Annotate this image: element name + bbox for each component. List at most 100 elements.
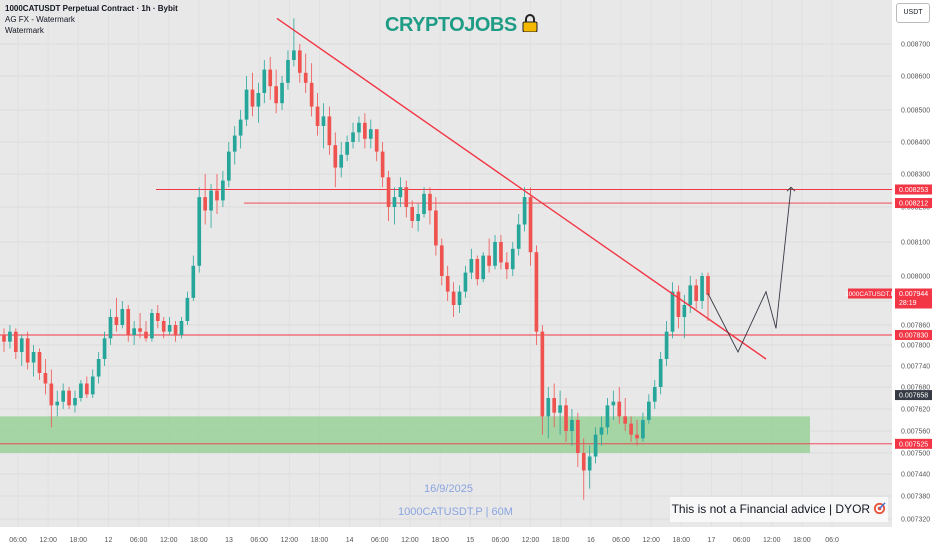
y-tick-label: 0.008700 (901, 42, 930, 49)
price-label-text: 0.007658 (899, 393, 928, 400)
candle-body (451, 291, 456, 305)
candle-body (179, 321, 184, 335)
candle-body (49, 383, 54, 406)
price-label-text: 0.008253 (899, 187, 928, 194)
candle-body (629, 423, 633, 435)
candle-body (292, 50, 296, 60)
candle-body (534, 252, 539, 332)
candle-body (564, 405, 568, 431)
candle-body (552, 398, 557, 413)
candle-body (487, 255, 491, 266)
candle-body (132, 328, 136, 335)
candle-body (522, 197, 527, 225)
candle-body (558, 405, 562, 413)
price-label-text: 0.007830 (899, 333, 928, 340)
x-tick-label: 18:00 (311, 537, 329, 544)
price-label (895, 288, 932, 309)
candle-body (61, 390, 65, 402)
x-tick-label: 06:00 (492, 537, 510, 544)
brand-watermark: CRYPTOJOBS (385, 14, 538, 37)
candle-body (13, 331, 18, 352)
price-label (895, 390, 932, 401)
candle-body (345, 142, 349, 155)
candle-body (102, 338, 107, 359)
candle-body (576, 420, 580, 453)
y-tick-label: 0.007680 (901, 385, 930, 392)
candle-body (31, 352, 36, 363)
candle-body (386, 177, 391, 207)
candle-body (280, 82, 284, 104)
candle-body (185, 297, 190, 321)
candle-body (617, 401, 622, 417)
x-tick-label: 18:00 (70, 537, 88, 544)
price-label (895, 198, 932, 209)
candle-body (623, 416, 628, 424)
candle-body (203, 197, 207, 211)
trendline[interactable] (276, 17, 767, 360)
candle-body (315, 106, 320, 126)
candle-body (700, 276, 704, 301)
price-label (895, 438, 932, 449)
y-tick-label: 0.007620 (901, 407, 930, 414)
candle-body (587, 456, 592, 471)
x-tick-label: 18:00 (431, 537, 449, 544)
x-tick-label: 17 (708, 537, 716, 544)
candle-body (197, 197, 202, 266)
y-tick-label: 0.008100 (901, 240, 930, 247)
y-tick-label: 0.008400 (901, 140, 930, 147)
candle-body (144, 331, 148, 339)
candle-body (652, 387, 657, 402)
y-tick-label: 0.008300 (901, 172, 930, 179)
x-tick-label: 12:00 (401, 537, 419, 544)
disclaimer-banner: This is not a Financial advice | DYOR (670, 497, 888, 522)
candle-body (191, 265, 196, 298)
projection-arrowhead (786, 186, 796, 192)
candle-body (120, 309, 125, 325)
x-axis[interactable]: 06:00 12:00 18:00 12 06:00 12:00 18:00 13 06:00 1… (0, 527, 932, 550)
projection-path[interactable] (707, 187, 792, 354)
candle-body (605, 405, 610, 428)
x-tick-label: 12 (105, 537, 113, 544)
candle-body (221, 180, 225, 201)
price-label-text: 0.007525 (899, 441, 928, 448)
candle-body (499, 242, 503, 263)
candle-body (303, 72, 308, 83)
support-zone (0, 416, 810, 453)
candle-body (215, 190, 219, 201)
currency-button[interactable]: USDT (896, 3, 930, 23)
candle-body (333, 145, 338, 168)
x-tick-label: 18:00 (190, 537, 208, 544)
candle-body (173, 325, 178, 335)
x-tick-label: 06:00 (250, 537, 268, 544)
candle-body (647, 401, 651, 420)
price-label-text: 0.007944 (899, 291, 928, 298)
candle-body (439, 245, 444, 276)
candle-body (670, 291, 675, 332)
candle-body (528, 197, 533, 253)
horizontal-lines (0, 189, 892, 445)
candle-body (167, 325, 172, 332)
candle-body (581, 453, 586, 471)
candle-body (25, 338, 30, 363)
y-tick-label: 0.008500 (901, 108, 930, 115)
candle-body (463, 272, 468, 292)
countdown-text: 28:19 (899, 300, 917, 307)
disclaimer-text: This is not a Financial advice | DYOR (671, 502, 871, 516)
candle-body (475, 259, 480, 280)
y-axis[interactable]: 0.007320 0.007380 0.007440 0.007500 0.007560… (892, 0, 932, 550)
candle-body (150, 313, 154, 339)
candle-body (410, 207, 415, 221)
candle-body (256, 93, 261, 107)
candle-body (635, 434, 639, 439)
x-tick-label: 12:00 (160, 537, 178, 544)
y-tick-label: 0.007320 (901, 517, 930, 524)
candle-body (457, 291, 462, 305)
y-tick-label: 0.008000 (901, 274, 930, 281)
candle-body (546, 398, 551, 417)
candle-body (416, 214, 420, 221)
candle-body (404, 187, 409, 207)
x-tick-label: 12:00 (39, 537, 57, 544)
candle-body (108, 317, 113, 339)
candle-body (244, 89, 249, 120)
